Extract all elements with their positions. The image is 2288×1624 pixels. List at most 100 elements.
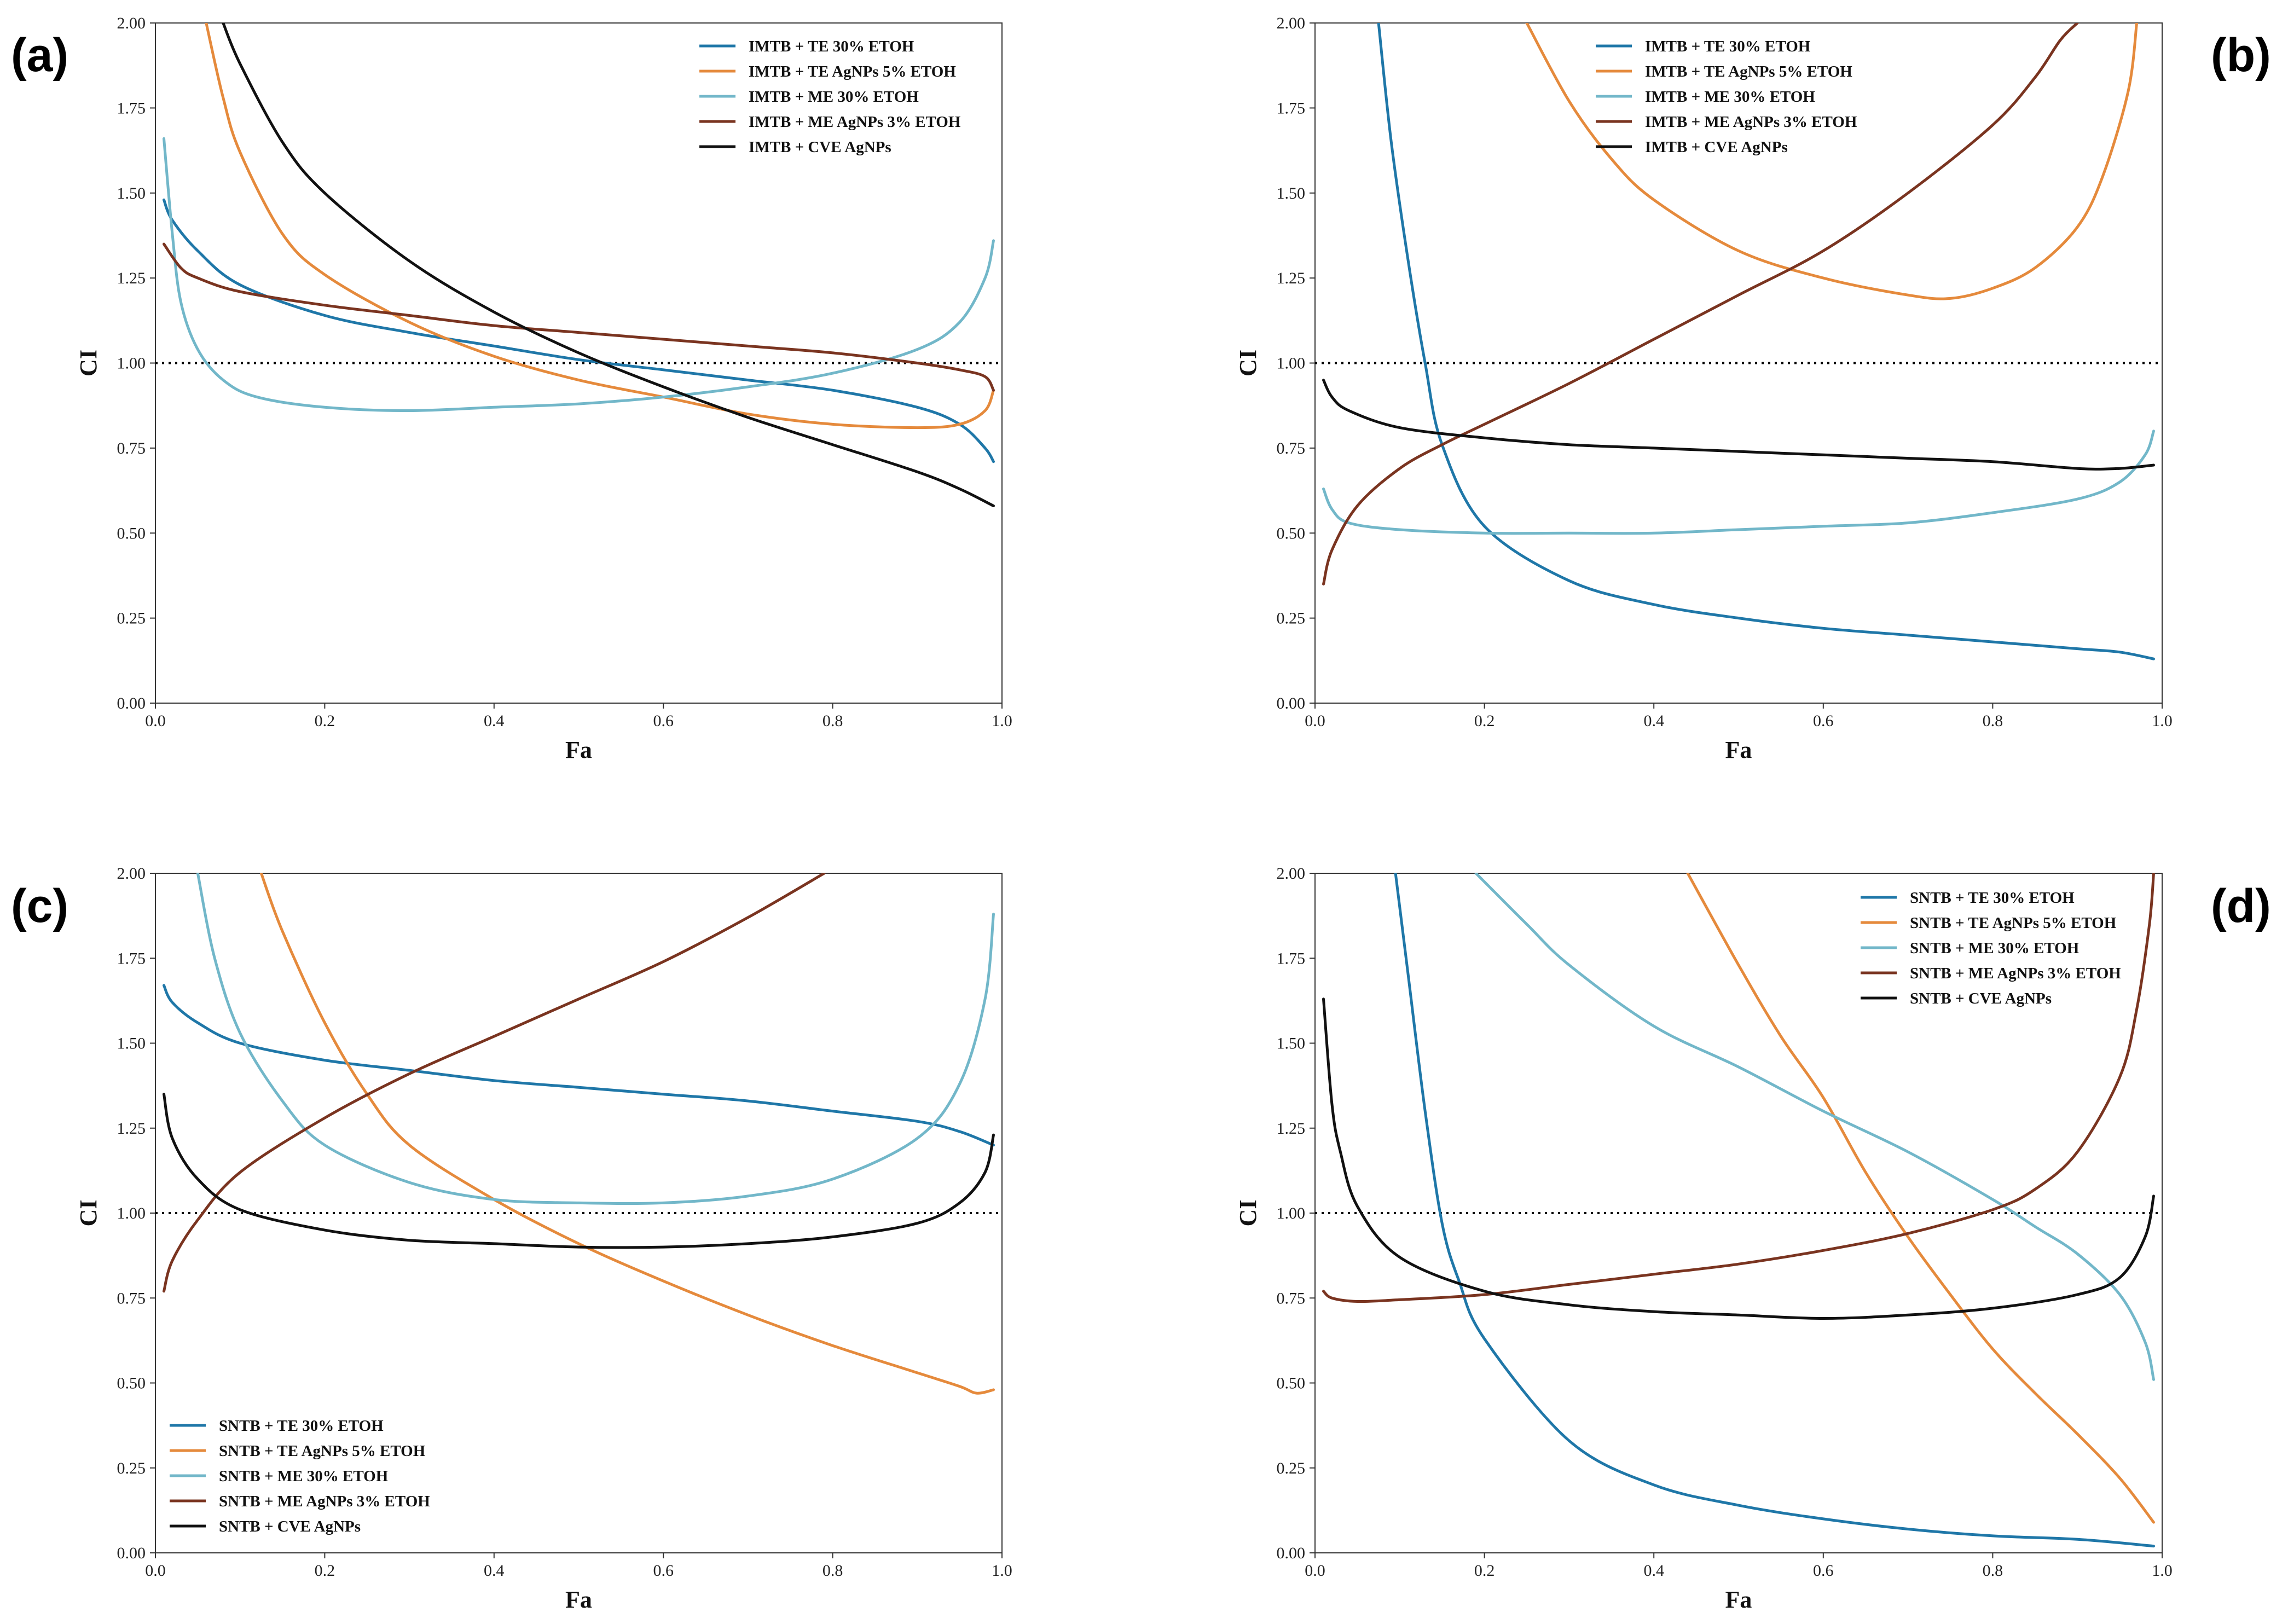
x-tick-label: 0.8 bbox=[1983, 712, 2003, 730]
y-axis-title: CI bbox=[75, 350, 102, 376]
legend-label: IMTB + ME 30% ETOH bbox=[749, 88, 919, 106]
legend: SNTB + TE 30% ETOH SNTB + TE AgNPs 5% ETO… bbox=[1861, 889, 2121, 1007]
y-tick-label: 2.00 bbox=[1277, 865, 1306, 883]
y-tick-label: 1.25 bbox=[1277, 1120, 1306, 1138]
panel-a: 0.0 0.2 0.4 0.6 0.8 1.0 0.00 0.25 0.50 0.75 1.00 1.… bbox=[11, 14, 1012, 763]
y-tick-label: 2.00 bbox=[117, 865, 146, 883]
legend-label: SNTB + TE 30% ETOH bbox=[1910, 889, 2075, 907]
x-tick-label: 0.6 bbox=[1813, 712, 1834, 730]
y-tick-label: 1.75 bbox=[117, 949, 146, 967]
y-tick-label: 0.75 bbox=[1277, 1289, 1306, 1307]
x-axis-title: Fa bbox=[565, 736, 592, 763]
series-line-4 bbox=[163, 242, 995, 392]
series-line-1 bbox=[163, 198, 995, 463]
y-tick-label: 1.75 bbox=[1277, 99, 1306, 117]
x-tick-label: 0.4 bbox=[1643, 712, 1664, 730]
x-tick-label: 0.6 bbox=[653, 712, 674, 730]
legend: SNTB + TE 30% ETOH SNTB + TE AgNPs 5% ETO… bbox=[170, 1417, 430, 1535]
legend-label: SNTB + ME AgNPs 3% ETOH bbox=[1910, 965, 2121, 982]
y-tick-label: 1.00 bbox=[1277, 1204, 1306, 1222]
y-tick-label: 1.75 bbox=[1277, 949, 1306, 967]
legend-label: SNTB + TE AgNPs 5% ETOH bbox=[1910, 914, 2117, 932]
series-line-1 bbox=[1394, 873, 2155, 1548]
panel-b: 0.0 0.2 0.4 0.6 0.8 1.0 0.00 0.25 0.50 0.75 1.00 1.… bbox=[1235, 14, 2271, 763]
series-line-4 bbox=[1322, 23, 2079, 585]
y-tick-label: 0.75 bbox=[1277, 439, 1306, 457]
legend-label: SNTB + TE AgNPs 5% ETOH bbox=[219, 1442, 426, 1460]
series-line-2 bbox=[259, 873, 995, 1395]
y-tick-label: 1.00 bbox=[117, 1204, 146, 1222]
series-line-5 bbox=[1322, 379, 2155, 471]
x-tick-label: 0.6 bbox=[653, 1562, 674, 1580]
legend-label: IMTB + ME AgNPs 3% ETOH bbox=[1645, 113, 1857, 131]
y-tick-label: 1.50 bbox=[1277, 1035, 1306, 1053]
panel-letter: (c) bbox=[11, 880, 68, 932]
series-line-1 bbox=[1377, 23, 2155, 660]
y-tick-label: 0.50 bbox=[1277, 1374, 1306, 1393]
x-tick-label: 0.2 bbox=[1474, 1562, 1495, 1580]
y-tick-label: 1.50 bbox=[117, 184, 146, 202]
series-line-5 bbox=[1322, 997, 2155, 1320]
x-tick-label: 0.0 bbox=[1305, 712, 1325, 730]
series-line-3 bbox=[1474, 873, 2155, 1381]
legend-label: IMTB + TE AgNPs 5% ETOH bbox=[749, 63, 956, 80]
y-axis-title: CI bbox=[75, 1200, 102, 1227]
y-tick-label: 2.00 bbox=[117, 14, 146, 32]
y-tick-label: 1.50 bbox=[1277, 184, 1306, 202]
x-tick-label: 0.4 bbox=[484, 1562, 505, 1580]
y-tick-label: 0.50 bbox=[117, 1374, 146, 1393]
y-tick-label: 0.00 bbox=[117, 694, 146, 712]
series-line-4 bbox=[163, 873, 826, 1293]
x-tick-label: 0.6 bbox=[1813, 1562, 1834, 1580]
legend-label: SNTB + CVE AgNPs bbox=[1910, 990, 2052, 1007]
y-tick-label: 1.50 bbox=[117, 1035, 146, 1053]
legend: IMTB + TE 30% ETOH IMTB + TE AgNPs 5% ETO… bbox=[699, 38, 961, 156]
legend-label: IMTB + TE 30% ETOH bbox=[1645, 38, 1811, 55]
y-tick-label: 0.00 bbox=[1277, 694, 1306, 712]
series-line-3 bbox=[163, 137, 995, 412]
y-tick-label: 0.50 bbox=[117, 524, 146, 542]
y-tick-label: 0.50 bbox=[1277, 524, 1306, 542]
legend-label: SNTB + ME 30% ETOH bbox=[1910, 939, 2080, 957]
y-tick-label: 0.25 bbox=[117, 1459, 146, 1477]
y-tick-label: 1.25 bbox=[117, 1120, 146, 1138]
legend-label: SNTB + ME 30% ETOH bbox=[219, 1468, 389, 1485]
x-axis-title: Fa bbox=[1725, 736, 1752, 763]
x-tick-label: 0.0 bbox=[145, 1562, 166, 1580]
series-line-3 bbox=[196, 873, 995, 1205]
y-tick-label: 1.25 bbox=[1277, 269, 1306, 287]
y-tick-label: 2.00 bbox=[1277, 14, 1306, 32]
series-line-2 bbox=[1525, 23, 2139, 300]
y-tick-label: 1.00 bbox=[1277, 355, 1306, 373]
y-tick-label: 1.25 bbox=[117, 269, 146, 287]
x-tick-label: 0.4 bbox=[1643, 1562, 1664, 1580]
legend-label: IMTB + ME 30% ETOH bbox=[1645, 88, 1815, 106]
x-axis-title: Fa bbox=[565, 1586, 592, 1613]
x-tick-label: 1.0 bbox=[2152, 1562, 2173, 1580]
legend-label: IMTB + CVE AgNPs bbox=[1645, 138, 1788, 156]
y-axis-title: CI bbox=[1235, 1200, 1261, 1227]
y-tick-label: 0.25 bbox=[1277, 1459, 1306, 1477]
x-tick-label: 0.0 bbox=[1305, 1562, 1325, 1580]
x-tick-label: 0.8 bbox=[1983, 1562, 2003, 1580]
legend-label: IMTB + ME AgNPs 3% ETOH bbox=[749, 113, 961, 131]
series-line-4 bbox=[1322, 873, 2155, 1303]
x-tick-label: 1.0 bbox=[2152, 712, 2173, 730]
x-tick-label: 0.2 bbox=[1474, 712, 1495, 730]
x-tick-label: 0.8 bbox=[822, 1562, 843, 1580]
series-line-2 bbox=[1686, 873, 2155, 1524]
series-line-5 bbox=[163, 1093, 995, 1249]
x-axis-title: Fa bbox=[1725, 1586, 1752, 1613]
y-tick-label: 0.00 bbox=[117, 1544, 146, 1562]
y-tick-label: 0.25 bbox=[117, 610, 146, 628]
legend-label: IMTB + TE 30% ETOH bbox=[749, 38, 914, 55]
panel-d: 0.0 0.2 0.4 0.6 0.8 1.0 0.00 0.25 0.50 0.75 1.00 1.… bbox=[1235, 865, 2271, 1613]
legend-label: IMTB + CVE AgNPs bbox=[749, 138, 891, 156]
y-tick-label: 0.75 bbox=[117, 1289, 146, 1307]
legend-label: SNTB + CVE AgNPs bbox=[219, 1518, 361, 1535]
legend-label: IMTB + TE AgNPs 5% ETOH bbox=[1645, 63, 1852, 80]
x-tick-label: 1.0 bbox=[992, 1562, 1012, 1580]
y-axis-title: CI bbox=[1235, 350, 1261, 376]
panel-c: 0.0 0.2 0.4 0.6 0.8 1.0 0.00 0.25 0.50 0.75 1.00 1.… bbox=[11, 865, 1012, 1613]
